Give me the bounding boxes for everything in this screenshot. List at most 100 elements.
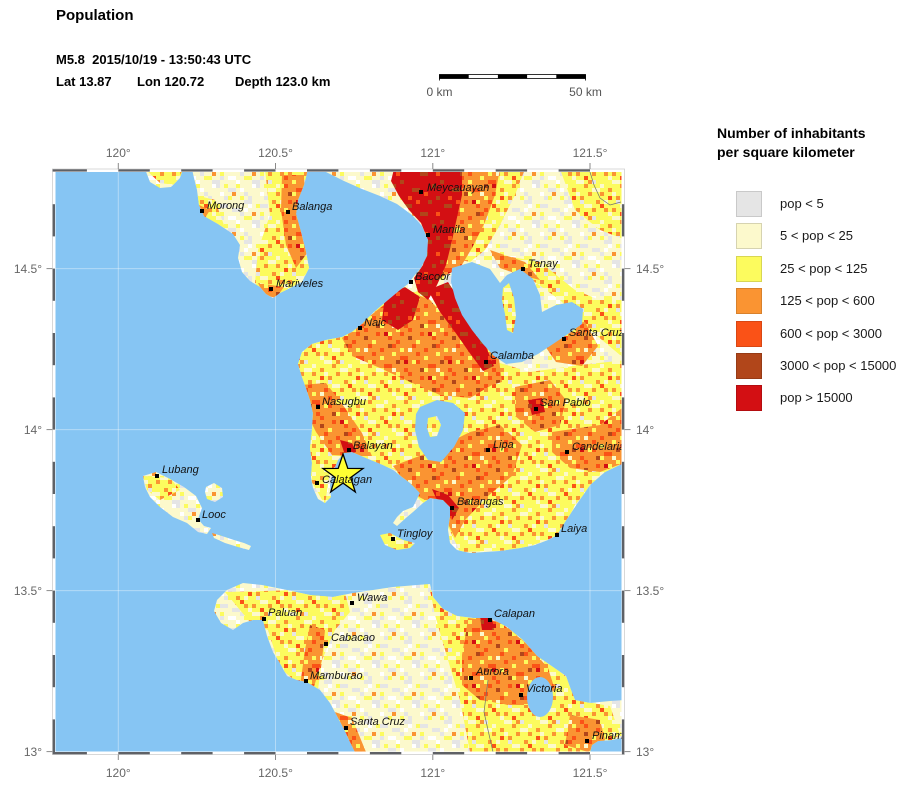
city-square-icon (555, 533, 559, 537)
city-victoria: Victoria (519, 683, 562, 697)
naujan-lake (527, 677, 553, 717)
city-label: Paluan (268, 607, 302, 619)
city-lubang: Lubang (155, 464, 200, 478)
legend-label: 125 < pop < 600 (780, 293, 875, 309)
city-manila: Manila (426, 224, 465, 237)
lon-label-bottom: 121.5° (573, 766, 608, 780)
legend-swatch (736, 385, 762, 412)
lon-label-top: 121° (420, 146, 445, 160)
city-calapan: Calapan (488, 608, 535, 622)
city-label: Pinamalayan (592, 730, 656, 742)
legend-title: Number of inhabitants per square kilomet… (717, 124, 866, 162)
city-label: Aurora (475, 666, 509, 678)
city-label: Meycauayan (427, 182, 489, 194)
lon-label-top: 120.5° (258, 146, 293, 160)
city-label: Calapan (494, 608, 535, 620)
legend-swatch (736, 288, 762, 315)
city-square-icon (262, 617, 266, 621)
city-tingloy: Tingloy (391, 528, 434, 541)
legend-swatch (736, 223, 762, 250)
city-label: Lubang (162, 464, 200, 476)
city-square-icon (200, 209, 204, 213)
city-calatagan: Calatagan (315, 474, 372, 486)
city-square-icon (358, 326, 362, 330)
city-calamba: Calamba (484, 350, 534, 364)
city-square-icon (486, 448, 490, 452)
city-square-icon (469, 676, 473, 680)
cities: Meycauayan Manila Bacoor Tanay Santa Cru… (155, 182, 656, 743)
city-mamburao: Mamburao (304, 670, 363, 683)
city-label: Tingloy (397, 528, 434, 540)
legend-item: 3000 < pop < 15000 (736, 353, 906, 379)
city-square-icon (155, 474, 159, 478)
city-square-icon (534, 407, 538, 411)
city-pinamalayan: Pinamalayan (585, 730, 656, 743)
legend-label: pop > 15000 (780, 390, 853, 406)
city-batangas: Batangas (450, 496, 504, 510)
event-info-line: M5.8 2015/10/19 - 13:50:43 UTC (56, 52, 252, 67)
city-label: Batangas (457, 496, 504, 508)
scale-start-label: 0 km (426, 85, 452, 99)
legend-label: pop < 5 (780, 196, 824, 211)
map-title: Population (56, 7, 134, 24)
admin-boundaries (483, 172, 622, 752)
city-label: Naic (364, 317, 387, 329)
city-square-icon (316, 405, 320, 409)
legend-swatch (736, 191, 762, 217)
lon-label-top: 121.5° (573, 146, 608, 160)
city-square-icon (315, 481, 319, 485)
legend-swatch (736, 255, 762, 282)
city-lipa: Lipa (486, 439, 514, 452)
lakes (415, 262, 583, 717)
lat-label-right: 13° (636, 745, 654, 759)
city-naic: Naic (358, 317, 387, 330)
legend-label: 600 < pop < 3000 (780, 325, 882, 341)
legend-item: pop > 15000 (736, 385, 906, 412)
city-label: Morong (207, 200, 245, 212)
city-label: Mariveles (276, 278, 324, 290)
city-label: Looc (202, 509, 226, 521)
lon-label-bottom: 120° (106, 766, 131, 780)
legend-item: 25 < pop < 125 (736, 255, 906, 282)
lon-label-top: 120° (106, 146, 131, 160)
map-area: Meycauayan Manila Bacoor Tanay Santa Cru… (55, 172, 656, 752)
lon-label-bottom: 120.5° (258, 766, 293, 780)
lon-label-bottom: 121° (420, 766, 445, 780)
city-square-icon (324, 642, 328, 646)
axis-labels: 120° 120.5° 121° 121.5° 120° 120.5° 121°… (14, 146, 665, 780)
legend-item: 5 < pop < 25 (736, 223, 906, 250)
city-square-icon (419, 190, 423, 194)
city-square-icon (391, 537, 395, 541)
city-square-icon (269, 287, 273, 291)
legend-label: 3000 < pop < 15000 (780, 358, 897, 373)
city-label: Tanay (528, 258, 559, 270)
lat-label-right: 14° (636, 423, 654, 437)
city-square-icon (350, 601, 354, 605)
talim-peninsula (502, 283, 516, 333)
city-label: Calamba (490, 350, 534, 362)
laguna-de-bay (451, 262, 583, 364)
city-square-icon (344, 726, 348, 730)
scale-bar: 0 km 50 km (426, 74, 602, 99)
lat-label-right: 14.5° (636, 262, 664, 276)
event-depth: Depth 123.0 km (235, 74, 331, 89)
city-label: San Pablo (540, 397, 591, 409)
taal-lake (415, 400, 465, 462)
city-square-icon (286, 210, 290, 214)
city-label: Mamburao (310, 670, 363, 682)
city-looc: Looc (196, 509, 226, 522)
city-label: Balanga (292, 201, 332, 213)
legend-label: 5 < pop < 25 (780, 228, 854, 244)
event-latitude: Lat 13.87 (56, 74, 112, 89)
city-square-icon (304, 679, 308, 683)
lat-label-left: 14.5° (14, 262, 42, 276)
city-square-icon (426, 233, 430, 237)
city-label: Cabacao (331, 632, 375, 644)
city-candelaria: Candelaria (565, 441, 621, 454)
epicenter-star-icon (321, 451, 365, 494)
city-square-icon (562, 337, 566, 341)
city-label: Nasugbu (322, 396, 366, 408)
city-mariveles: Mariveles (269, 278, 324, 291)
city-bacoor: Bacoor (409, 271, 451, 284)
